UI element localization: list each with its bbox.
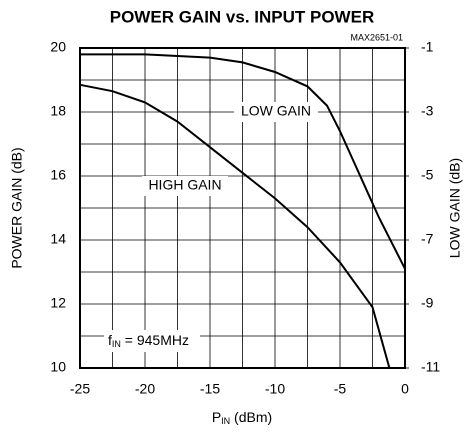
plot-frame [79, 47, 406, 369]
y-tick-label: 18 [50, 103, 66, 119]
x-tick-label: -25 [70, 381, 90, 397]
low-gain-label: LOW GAIN [241, 103, 311, 119]
freq-rest: = 945MHz [121, 332, 189, 348]
y-axis-label: POWER GAIN (dB) [9, 147, 25, 268]
x-label-sub: IN [221, 416, 230, 426]
y2-tick-label: -9 [421, 295, 434, 311]
x-label-rest: (dBm) [230, 409, 272, 425]
low-gain-label-bg [234, 102, 318, 122]
freq-label-bg [104, 330, 200, 352]
x-axis-label: PIN (dBm) [212, 409, 272, 427]
x-tick-label: -5 [334, 381, 347, 397]
freq-main: f [108, 332, 112, 348]
y2-tick-label: -1 [421, 39, 434, 55]
x-tick-label: -20 [135, 381, 155, 397]
y2-axis-label: LOW GAIN (dB) [447, 158, 463, 258]
high-gain-label: HIGH GAIN [148, 177, 221, 193]
y2-tick-label: -11 [421, 359, 440, 375]
y-tick-label: 14 [50, 231, 66, 247]
freq-sub: IN [112, 339, 121, 349]
line-series [79, 83, 391, 369]
part-number: MAX2651-01 [350, 32, 403, 42]
y2-tick-label: -7 [421, 231, 434, 247]
x-tick-label: -10 [265, 381, 285, 397]
y2-tick-label: -5 [421, 167, 434, 183]
x-tick-label: 0 [401, 381, 409, 397]
line-series [80, 53, 406, 270]
chart-title: POWER GAIN vs. INPUT POWER [110, 7, 374, 26]
high-gain-label-bg [142, 176, 228, 196]
y-tick-label: 16 [50, 167, 66, 183]
y2-tick-label: -3 [421, 103, 434, 119]
y-tick-label: 12 [50, 295, 66, 311]
y-tick-label: 10 [50, 359, 66, 375]
x-label-main: P [212, 409, 221, 425]
x-tick-label: -15 [200, 381, 220, 397]
y-tick-label: 20 [50, 39, 66, 55]
frequency-label: fIN = 945MHz [108, 332, 189, 350]
